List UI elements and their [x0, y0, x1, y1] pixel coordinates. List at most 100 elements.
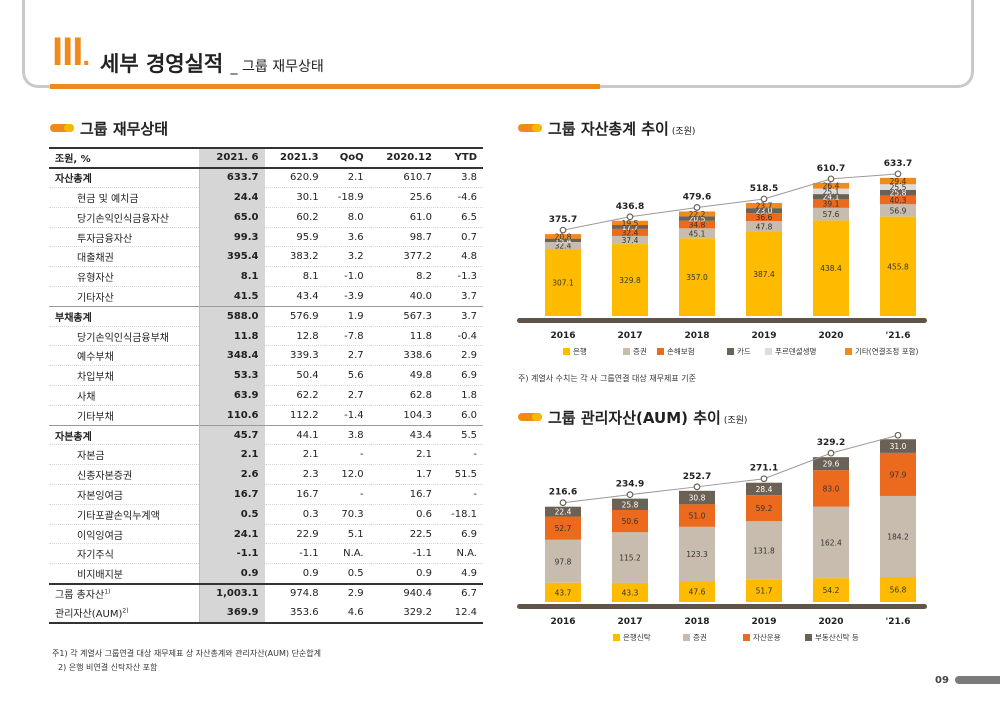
data-label: 23.0	[756, 207, 773, 216]
table-cell: 61.0	[369, 206, 438, 228]
table-cell: 0.6	[369, 503, 438, 525]
table-cell: -1.0	[324, 266, 370, 287]
table-cell: 30.1	[264, 187, 325, 208]
table-cell: 338.6	[369, 345, 438, 366]
row-label: 그룹 총자산1)	[49, 582, 200, 604]
table-cell: N.A.	[324, 543, 370, 564]
data-label: 329.8	[619, 276, 641, 285]
bar-segment	[612, 220, 648, 226]
data-label: 97.8	[555, 557, 572, 566]
page-title: 세부 경영실적 _ 그룹 재무상태	[100, 48, 324, 78]
data-label: 25.8	[622, 500, 639, 509]
table-cell: -18.1	[437, 503, 483, 525]
legend-swatch	[765, 348, 772, 355]
bar-segment	[746, 495, 782, 522]
row-label: 자본잉여금	[49, 484, 200, 505]
data-label: 40.3	[890, 196, 907, 205]
bar-segment	[679, 526, 715, 582]
table-cell: -1.3	[437, 266, 483, 287]
table-row: 기타포괄손익누계액 0.5 0.3 70.3 0.6 -18.1	[49, 503, 483, 525]
bar-segment	[679, 211, 715, 217]
trend-point	[626, 491, 634, 499]
total-label: 375.7	[549, 215, 577, 225]
table-cell: 6.7	[437, 582, 483, 604]
table-cell: 588.0	[199, 305, 265, 327]
bar-segment	[545, 582, 581, 602]
data-label: 20.5	[689, 215, 706, 224]
axis-line	[517, 318, 927, 323]
bar-segment	[813, 506, 849, 579]
data-label: 47.8	[756, 222, 773, 231]
data-label: 45.1	[689, 229, 706, 238]
table-cell: 0.9	[199, 563, 265, 584]
table-footnote-2: 2) 은행 비연결 신탁자산 포함	[58, 663, 158, 672]
table-cell: 24.4	[199, 187, 265, 208]
total-label: 633.7	[884, 159, 912, 169]
table-cell: 3.2	[324, 246, 370, 267]
table-row: 그룹 총자산1) 1,003.1 974.8 2.9 940.4 6.7	[49, 582, 483, 604]
table-cell: 5.5	[437, 424, 483, 445]
table-cell: 4.6	[324, 603, 370, 625]
table-cell: 567.3	[369, 305, 438, 327]
table-cell: 0.9	[369, 563, 438, 584]
legend-label: 자산운용	[753, 632, 781, 642]
table-cell: N.A.	[437, 543, 483, 564]
table-cell: 4.8	[437, 246, 483, 267]
data-label: 455.8	[887, 262, 909, 271]
data-label: 34.8	[689, 221, 706, 230]
table-cell: 43.4	[369, 424, 438, 445]
table-cell: 2.1	[324, 167, 370, 188]
category-label: 2018	[684, 331, 709, 341]
table-cell: 43.4	[264, 286, 325, 307]
row-label: 자산총계	[49, 167, 200, 188]
table-cell: -1.1	[369, 543, 438, 564]
table-section-title: 그룹 재무상태	[50, 118, 168, 139]
bar-segment	[880, 216, 916, 316]
axis-line	[517, 604, 927, 609]
table-cell: 1.8	[437, 385, 483, 406]
bar-segment	[813, 470, 849, 507]
table-cell: 8.1	[264, 266, 325, 287]
data-label: 30.8	[689, 494, 706, 503]
data-label: 83.0	[823, 484, 840, 493]
legend-swatch	[613, 634, 620, 641]
row-label: 차입부채	[49, 365, 200, 386]
data-label: 131.8	[753, 546, 775, 555]
table-cell: 98.7	[369, 226, 438, 247]
category-label: 2020	[818, 331, 843, 341]
bar-segment	[679, 490, 715, 505]
row-label: 이익잉여금	[49, 523, 200, 544]
page-title-text: 세부 경영실적	[100, 52, 224, 76]
data-label: 23.7	[756, 202, 773, 211]
table-row: 기타부채 110.6 112.2 -1.4 104.3 6.0	[49, 404, 483, 426]
data-label: 24.1	[823, 193, 840, 202]
bar-segment	[612, 235, 648, 245]
total-label: 479.6	[683, 192, 711, 202]
bar-segment	[612, 509, 648, 533]
table-cell: 339.3	[264, 345, 325, 366]
bar-segment	[880, 177, 916, 185]
data-label: 32.4	[555, 242, 572, 251]
bar-segment	[746, 482, 782, 496]
table-cell: 16.7	[369, 484, 438, 505]
legend-label: 기타(연결조정 포함)	[855, 346, 919, 356]
table-cell: 49.8	[369, 365, 438, 386]
bar-segment	[880, 495, 916, 578]
table-cell: 95.9	[264, 226, 325, 247]
table-cell: 11.8	[199, 325, 265, 346]
table-cell: 112.2	[264, 404, 325, 426]
table-cell: 60.2	[264, 206, 325, 228]
bar-segment	[746, 208, 782, 214]
row-label: 자기주식	[49, 543, 200, 564]
total-label: 610.7	[817, 164, 845, 174]
bar-segment	[545, 506, 581, 517]
table-cell: -	[324, 484, 370, 505]
table-cell: 104.3	[369, 404, 438, 426]
table-cell: 633.7	[199, 167, 265, 188]
data-label: 97.9	[890, 470, 907, 479]
table-row: 부채총계 588.0 576.9 1.9 567.3 3.7	[49, 305, 483, 327]
table-cell: 2.1	[264, 444, 325, 465]
data-label: 50.6	[622, 517, 639, 526]
table-cell: 1.7	[369, 464, 438, 485]
data-label: 47.6	[689, 588, 706, 597]
